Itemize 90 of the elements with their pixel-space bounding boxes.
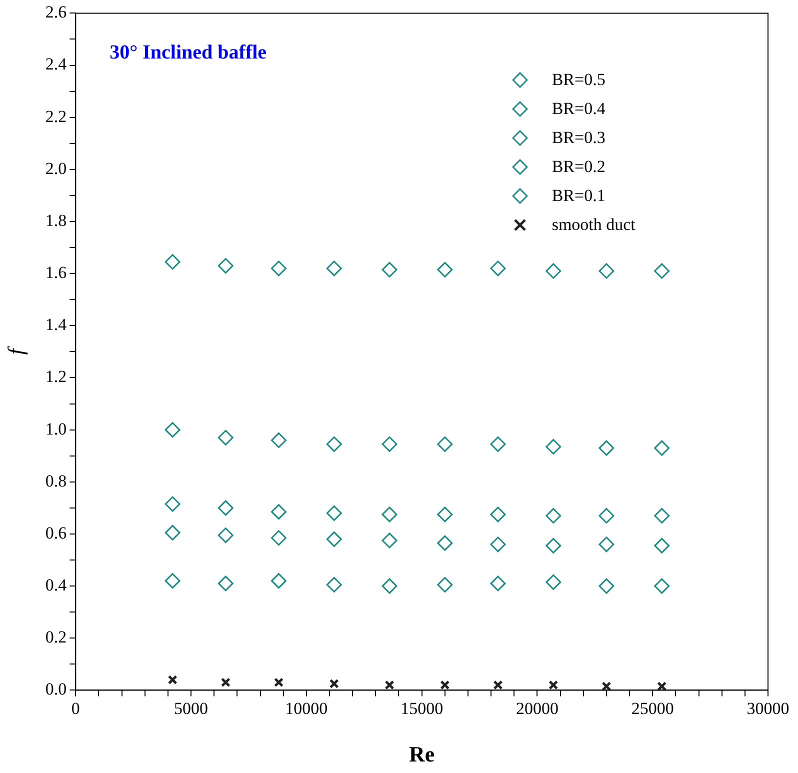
point [654,508,670,524]
point [218,528,234,544]
y-tick-label: 2.2 [45,106,67,126]
point [654,440,670,456]
point [437,436,453,452]
y-tick-label: 1.4 [45,315,68,334]
y-tick-label: 0.6 [45,523,67,542]
point [493,680,503,690]
point [326,531,342,547]
point [326,260,342,276]
point [382,262,398,278]
point [437,506,453,522]
legend-label: BR=0.1 [552,186,606,206]
point [654,263,670,279]
point [598,263,614,279]
point [326,576,342,592]
point [218,500,234,516]
point [218,430,234,446]
y-tick-label: 0.0 [45,680,67,699]
point [270,260,286,276]
legend-label: BR=0.2 [552,156,606,177]
y-tick-label: 2.6 [45,2,67,22]
point [490,536,506,552]
point [598,578,614,594]
point [598,508,614,524]
y-tick-label: 2.0 [45,158,67,178]
legend-label: BR=0.4 [552,98,606,119]
point [602,682,612,690]
point [274,678,284,688]
x-tick-label: 0 [71,698,80,718]
y-tick-label: 0.4 [45,576,68,595]
legend-label: smooth duct [552,214,636,235]
y-tick-label: 2.4 [45,54,68,74]
point [382,532,398,548]
point [382,436,398,452]
legend-label: BR=0.3 [552,128,606,148]
point [546,263,562,279]
point [654,538,670,554]
x-tick-label: 15000 [400,698,444,718]
point [440,680,450,690]
point [437,535,453,551]
point [164,496,180,512]
point [164,524,180,540]
point [384,680,394,690]
point [490,260,506,276]
point [490,576,506,592]
y-tick-label: 1.0 [45,419,67,438]
point [218,576,234,592]
x-tick-label: 25000 [631,698,674,718]
y-tick-label: 1.2 [45,367,67,386]
point [490,506,506,522]
point [218,258,234,274]
x-tick-label: 10000 [285,698,328,718]
legend-label: BR=0.5 [552,70,606,90]
point [654,578,670,594]
point [164,573,180,589]
point [164,254,180,270]
point [598,440,614,456]
point [382,578,398,594]
point [270,432,286,448]
point [437,576,453,592]
y-tick-label: 1.8 [45,210,67,230]
point [270,530,286,546]
x-tick-label: 30000 [746,698,790,718]
point [546,438,562,454]
point [270,573,286,589]
point [270,504,286,520]
point [546,574,562,590]
point [326,505,342,521]
point [168,675,178,685]
y-tick-label: 0.8 [45,471,67,490]
point [382,506,398,522]
point [220,678,230,688]
point [329,678,339,688]
point [546,538,562,554]
point [546,508,562,524]
x-tick-label: 20000 [516,698,558,718]
point [164,422,180,438]
y-axis-title: f [2,346,28,355]
point [598,536,614,552]
y-tick-label: 0.2 [45,628,67,647]
x-axis-title: Re [408,741,435,766]
point [490,436,506,452]
point [657,682,667,690]
x-tick-label: 5000 [174,698,208,718]
annotation: 30° Inclined baffle [110,41,267,64]
point [548,680,558,690]
point [326,436,342,452]
y-tick-label: 1.6 [45,263,67,282]
point [437,262,453,278]
